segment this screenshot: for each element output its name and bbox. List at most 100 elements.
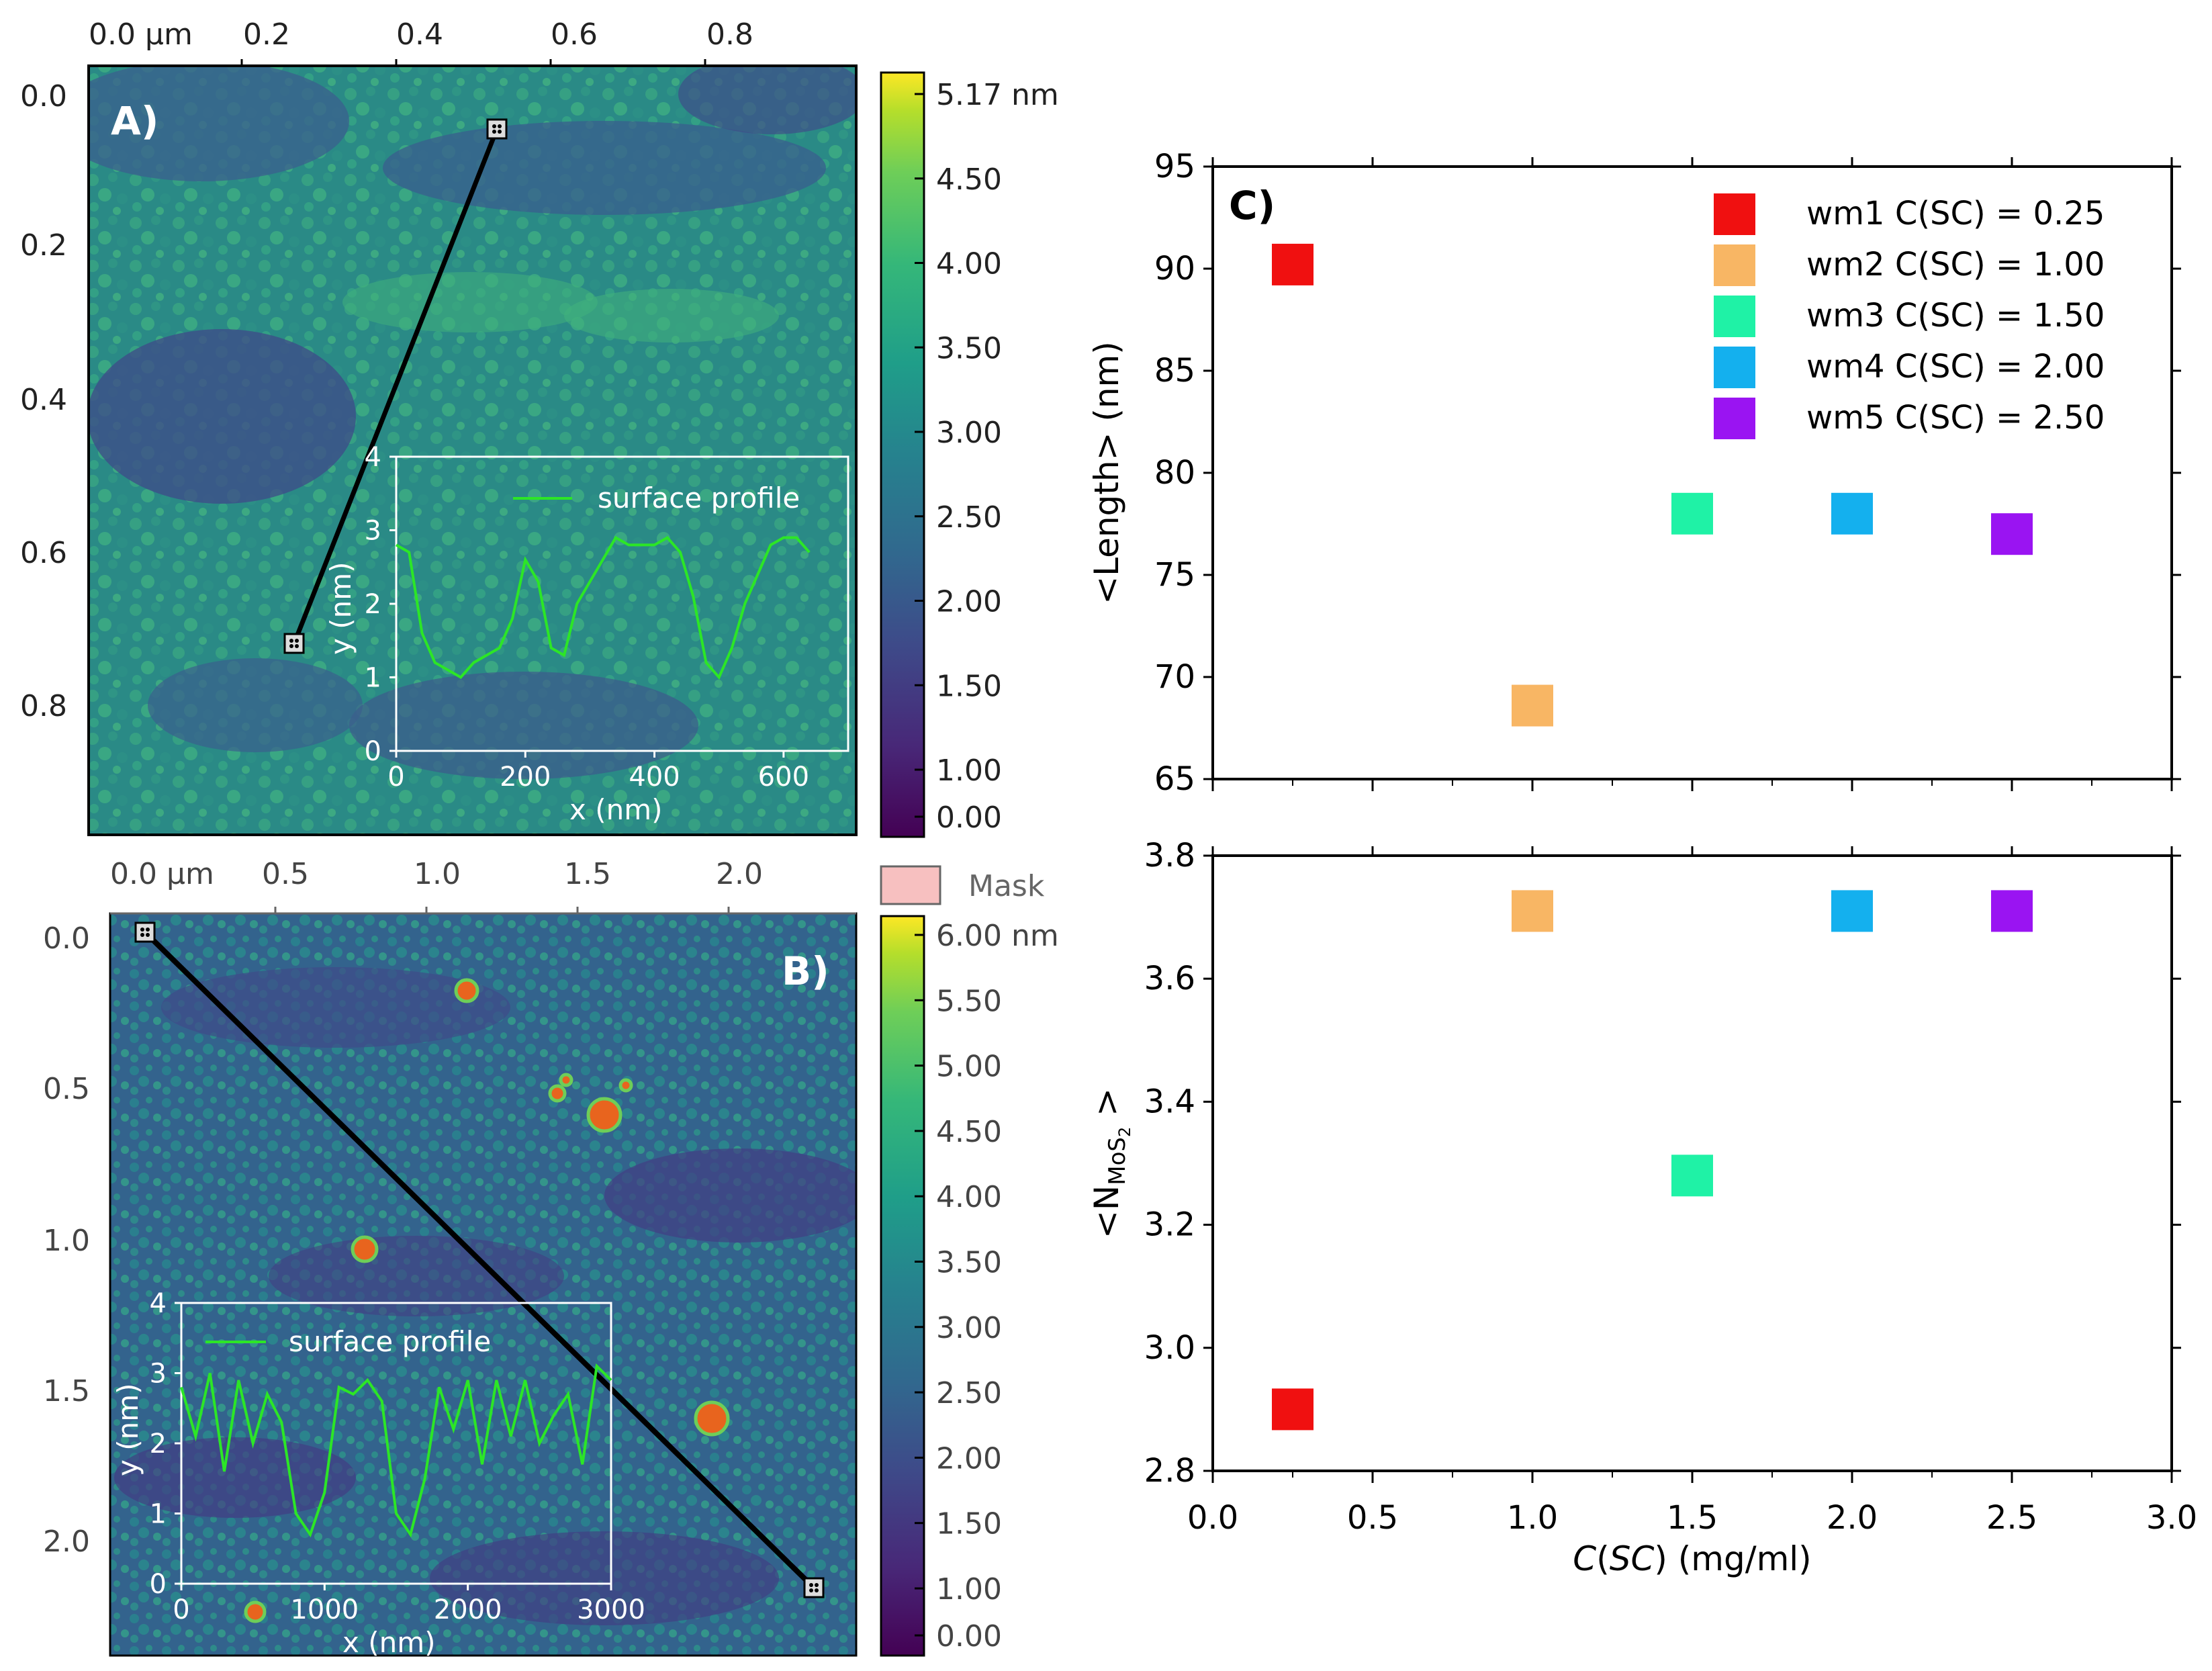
colorbar-tick-label: 1.50 <box>936 669 1002 703</box>
top-y-tick-label: 65 <box>1154 760 1195 798</box>
panel-b-inset-xlabel: x (nm) <box>342 1626 436 1659</box>
top-y-tick-label: 90 <box>1154 250 1195 287</box>
panel-c: C) <Length> (nm) 65 70 75 80 85 90 95 wm1 C(SC… <box>1087 148 2197 1578</box>
x-tick-label: 0.0 <box>1187 1499 1238 1537</box>
colorbar-tick-label: 2.50 <box>936 1376 1002 1410</box>
legend-label: wm2 C(SC) = 1.00 <box>1806 246 2105 283</box>
panel-a-x-axis: 0.0 µm 0.2 0.4 0.6 0.8 <box>89 17 856 67</box>
panel-a-x-tick: 0.0 µm <box>89 17 193 52</box>
panel-c-label: C) <box>1229 183 1275 228</box>
inset-x-tick-label: 2000 <box>434 1594 502 1625</box>
top-data-point <box>1671 492 1713 535</box>
x-tick-label: 1.0 <box>1507 1499 1558 1537</box>
top-y-tick-label: 80 <box>1154 454 1195 492</box>
colorbar-tick-label: 0.00 <box>936 801 1002 835</box>
inset-y-tick-label: 4 <box>365 442 381 473</box>
panel-b-x-tick: 1.0 <box>414 857 461 891</box>
bottom-data-point <box>1671 1155 1713 1197</box>
colorbar-tick-label: 1.00 <box>936 1572 1002 1607</box>
inset-y-tick-label: 2 <box>150 1429 167 1459</box>
panel-b-x-tick: 0.5 <box>262 857 309 891</box>
panel-a-y-tick: 0.6 <box>20 536 67 570</box>
inset-y-tick-label: 0 <box>150 1569 167 1600</box>
panel-b-colorbar: 6.00 nm 5.50 5.00 4.50 4.00 3.50 3.00 2.50 2.00 1… <box>880 915 1059 1657</box>
inset-x-tick-label: 0 <box>387 762 404 793</box>
x-tick-label: 2.5 <box>1986 1499 2037 1537</box>
colorbar-tick-label: 5.17 nm <box>936 78 1059 112</box>
inset-x-tick-label: 3000 <box>577 1594 645 1625</box>
top-y-tick-label: 70 <box>1154 658 1195 696</box>
x-tick-label: 0.5 <box>1347 1499 1398 1537</box>
legend-label: wm4 C(SC) = 2.00 <box>1806 348 2105 386</box>
x-tick-label: 2.0 <box>1827 1499 1878 1537</box>
colorbar-tick-label: 5.00 <box>936 1050 1002 1084</box>
panel-a-x-tick: 0.4 <box>396 17 443 52</box>
panel-b-profile-handle-end[interactable] <box>803 1577 825 1598</box>
top-data-point <box>1991 513 2033 555</box>
panel-a-colorbar: 5.17 nm 4.50 4.00 3.50 3.00 2.50 2.00 1.50 1.00 0… <box>880 71 1059 838</box>
panel-a-profile-handle-end[interactable] <box>283 633 305 654</box>
inset-y-tick-label: 4 <box>150 1288 167 1319</box>
colorbar-tick-label: 4.50 <box>936 163 1002 197</box>
panel-a-inset-ylabel: y (nm) <box>324 561 357 655</box>
panel-b-profile-line <box>143 930 816 1590</box>
bottom-data-point <box>1272 1388 1314 1431</box>
panel-c-bottom-ylabel: <NMoS2 > <box>1087 1088 1134 1238</box>
panel-c-top-ylabel: <Length> (nm) <box>1087 341 1126 604</box>
panel-b-x-tick: 2.0 <box>716 857 763 891</box>
panel-a-y-tick: 0.2 <box>20 228 67 263</box>
colorbar-tick-label: 0.00 <box>936 1619 1002 1654</box>
top-data-point <box>1831 492 1873 535</box>
panel-a-y-tick: 0.4 <box>20 383 67 417</box>
colorbar-tick-label: 3.00 <box>936 416 1002 450</box>
panel-b-label: B) <box>782 948 829 994</box>
legend-swatch <box>1714 398 1755 439</box>
panel-a-label: A) <box>111 98 158 144</box>
panel-b-inset: surface profile 0 1000 2000 3000 0 1 2 3 4 x (nm… <box>111 1288 645 1659</box>
panel-a-inset: surface profile 0 200 400 600 0 1 2 3 4 x (nm) y… <box>324 442 849 826</box>
colorbar-tick-label: 3.50 <box>936 1246 1002 1280</box>
colorbar-tick-label: 1.00 <box>936 754 1002 788</box>
legend-label: wm3 C(SC) = 1.50 <box>1806 297 2105 334</box>
colorbar-tick-label: 2.00 <box>936 585 1002 619</box>
panel-a-afm-image <box>89 66 856 835</box>
colorbar-tick-label: 4.00 <box>936 247 1002 281</box>
top-data-point <box>1512 684 1553 727</box>
panel-a: A) 0.0 µm 0.2 0.4 0.6 0.8 0.0 <box>20 17 1059 838</box>
panel-b-x-tick: 1.5 <box>564 857 611 891</box>
inset-y-tick-label: 1 <box>150 1499 167 1530</box>
legend-swatch <box>1714 347 1755 388</box>
x-tick-label: 1.5 <box>1667 1499 1718 1537</box>
panel-a-x-tick: 0.2 <box>243 17 290 52</box>
panel-b-y-tick: 0.5 <box>43 1072 90 1106</box>
mask-label: Mask <box>968 869 1045 903</box>
inset-x-tick-label: 400 <box>629 762 680 793</box>
panel-a-y-tick: 0.0 <box>20 79 67 114</box>
panel-a-profile-handle-start[interactable] <box>486 118 508 140</box>
panel-a-y-axis: 0.0 0.2 0.4 0.6 0.8 <box>20 79 67 723</box>
bottom-y-tick-label: 3.4 <box>1144 1083 1195 1120</box>
panel-a-y-tick: 0.8 <box>20 689 67 723</box>
inset-x-tick-label: 200 <box>500 762 551 793</box>
svg-text:<NMoS2 >: <NMoS2 > <box>1087 1088 1134 1238</box>
legend-label: wm5 C(SC) = 2.50 <box>1806 399 2105 437</box>
bottom-y-tick-label: 3.8 <box>1144 837 1195 874</box>
colorbar-tick-label: 6.00 nm <box>936 919 1059 953</box>
panel-b-y-tick: 2.0 <box>43 1525 90 1559</box>
legend-swatch <box>1714 193 1755 235</box>
panel-b-y-tick: 1.5 <box>43 1374 90 1408</box>
panel-a-inset-xlabel: x (nm) <box>569 793 663 826</box>
mask-swatch <box>880 865 941 905</box>
panel-a-x-tick: 0.8 <box>706 17 753 52</box>
legend-swatch <box>1714 244 1755 286</box>
legend-swatch <box>1714 296 1755 337</box>
panel-b: B) 0.0 µm 0.5 1.0 1.5 2.0 0.0 <box>43 857 1059 1659</box>
panel-b-profile-handle-start[interactable] <box>134 921 156 943</box>
inset-y-tick-label: 3 <box>365 516 381 547</box>
panel-a-x-tick: 0.6 <box>551 17 598 52</box>
inset-y-tick-label: 2 <box>365 589 381 620</box>
x-tick-label: 3.0 <box>2146 1499 2197 1537</box>
bottom-data-point <box>1991 890 2033 932</box>
panel-c-xlabel: C(SC) (mg/ml) <box>1573 1539 1811 1578</box>
